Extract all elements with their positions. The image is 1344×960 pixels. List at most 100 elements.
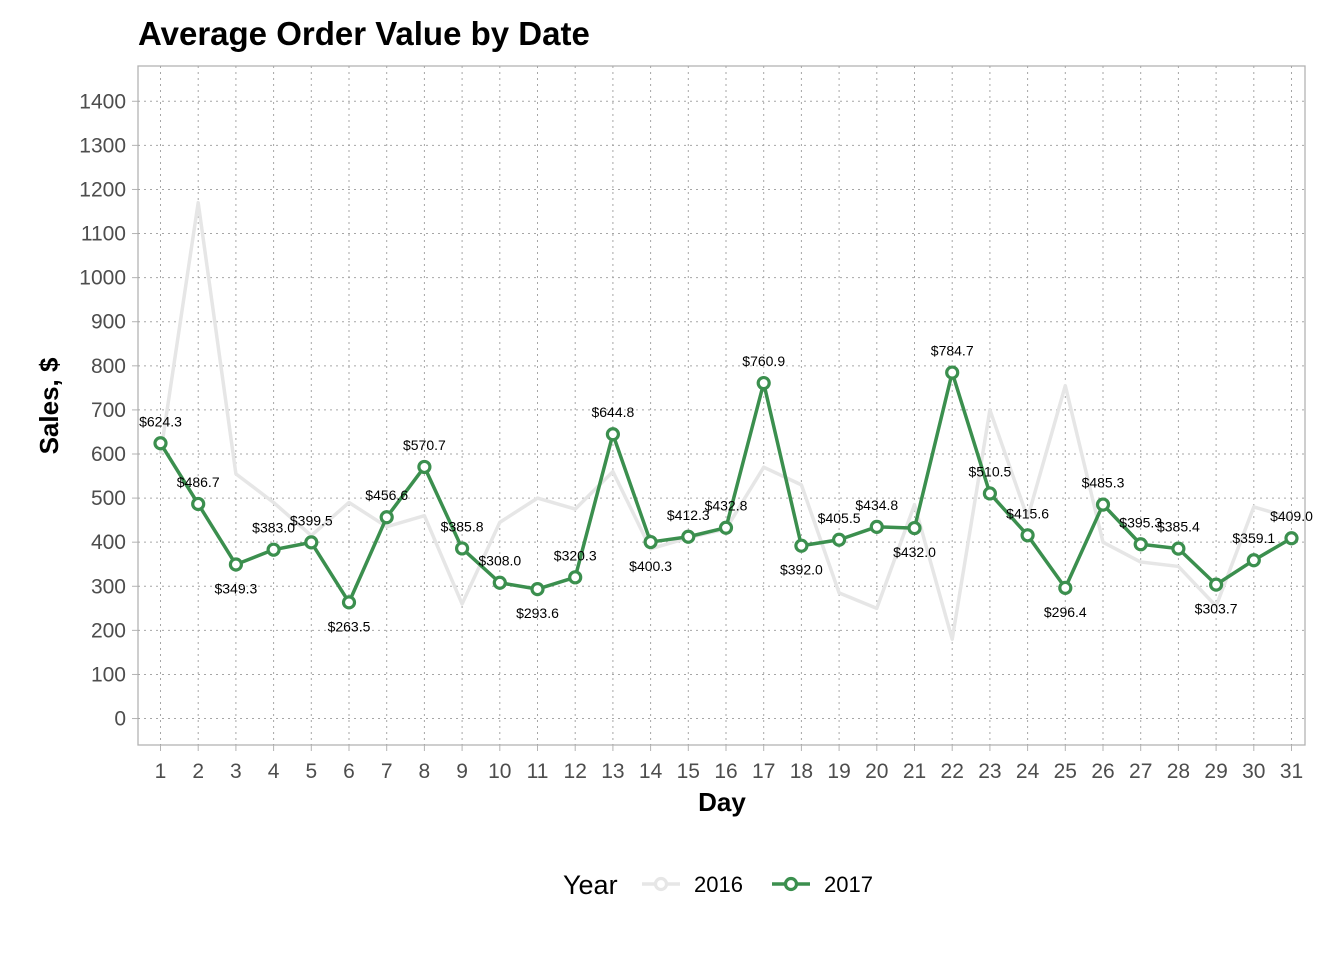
x-tick-label: 16 (714, 760, 737, 783)
data-label: $400.3 (629, 558, 672, 574)
x-tick-label: 13 (601, 760, 624, 783)
x-tick-label: 18 (790, 760, 813, 783)
plot-panel-border (137, 65, 1306, 746)
data-label: $263.5 (328, 618, 371, 634)
x-tick-label: 31 (1280, 760, 1303, 783)
x-tick-label: 7 (381, 760, 393, 783)
x-tick-label: 25 (1054, 760, 1077, 783)
y-tick-label: 1300 (79, 134, 126, 157)
data-point (831, 532, 847, 547)
data-point (341, 595, 357, 610)
data-point (455, 541, 470, 556)
data-label: $385.8 (441, 518, 484, 534)
x-tick-label: 15 (677, 760, 700, 783)
x-axis-title: Day (698, 787, 746, 817)
x-tick-label: 21 (903, 760, 926, 783)
data-point (191, 496, 206, 512)
data-point (907, 520, 922, 536)
data-point (1095, 497, 1111, 512)
x-tick-label: 14 (639, 760, 663, 783)
y-tick-label: 800 (91, 355, 126, 378)
y-axis-ticks: 0 100 200 300 400 500 600 700 800 900 1000 1100 1200… (79, 90, 138, 731)
data-point (153, 436, 168, 451)
x-tick-label: 28 (1167, 760, 1190, 783)
data-point (266, 542, 281, 557)
data-point (1020, 528, 1035, 543)
data-label: $303.7 (1195, 601, 1238, 617)
data-label: $784.7 (931, 343, 974, 359)
x-tick-label: 3 (230, 760, 242, 783)
y-tick-label: 900 (91, 311, 126, 334)
x-tick-label: 19 (827, 760, 850, 783)
data-point (945, 365, 960, 380)
y-tick-label: 0 (114, 708, 126, 731)
x-tick-label: 30 (1242, 760, 1265, 783)
x-tick-label: 2 (192, 760, 204, 783)
data-point (1058, 580, 1073, 595)
data-labels: $624.3 $486.7 $349.3 $383.0$399.5 $263.5 $456… (139, 343, 1313, 635)
x-tick-label: 6 (343, 760, 355, 783)
data-label: $485.3 (1082, 475, 1125, 491)
y-tick-label: 300 (91, 575, 126, 598)
x-tick-label: 5 (305, 760, 317, 783)
x-tick-label: 10 (488, 760, 511, 783)
data-point (605, 427, 621, 442)
data-label: $296.4 (1044, 604, 1087, 620)
data-label: $409.0 (1270, 508, 1313, 524)
x-tick-label: 26 (1091, 760, 1114, 783)
data-label: $570.7 (403, 437, 446, 453)
data-point (718, 520, 734, 535)
data-label: $405.5 (818, 510, 861, 526)
data-label: $510.5 (968, 463, 1011, 479)
data-point (417, 459, 432, 475)
data-label: $399.5 (290, 512, 333, 528)
data-point (756, 375, 771, 391)
data-label: $412.3 (667, 507, 710, 523)
data-label: $434.8 (855, 497, 898, 513)
data-label: $760.9 (742, 353, 785, 369)
x-tick-label: 9 (456, 760, 468, 783)
legend-label-2016: 2016 (694, 872, 743, 897)
legend-key-marker-2017 (783, 876, 799, 892)
legend-label-2017: 2017 (824, 872, 873, 897)
x-tick-label: 8 (419, 760, 431, 783)
data-label: $644.8 (591, 404, 634, 420)
x-tick-label: 23 (978, 760, 1001, 783)
data-point (1208, 577, 1224, 592)
y-tick-label: 600 (91, 443, 126, 466)
data-point (304, 535, 319, 550)
data-label: $349.3 (214, 581, 257, 597)
y-tick-label: 700 (91, 399, 126, 422)
x-tick-label: 27 (1129, 760, 1152, 783)
data-label: $415.6 (1006, 505, 1049, 521)
y-tick-label: 1200 (79, 178, 126, 201)
grid (137, 65, 1306, 746)
y-tick-label: 500 (91, 487, 126, 510)
data-label: $320.3 (554, 547, 597, 563)
data-label: $432.8 (705, 498, 748, 514)
legend-title: Year (563, 870, 618, 900)
data-label: $432.0 (893, 544, 936, 560)
x-tick-label: 20 (865, 760, 888, 783)
data-label: $385.4 (1157, 519, 1200, 535)
data-label: $395.3 (1119, 514, 1162, 530)
data-point (530, 581, 545, 597)
data-point (568, 570, 583, 585)
data-point (681, 529, 696, 544)
x-axis-ticks: 1 2 3 4 5 6 7 8 9 10 11 12 13 14 15 16 17 18 19 20 21 22 23 24 2… (155, 745, 1303, 783)
y-axis-title: Sales, $ (34, 357, 64, 454)
data-point (794, 538, 809, 553)
y-tick-label: 1400 (79, 90, 126, 113)
chart-title: Average Order Value by Date (138, 15, 590, 52)
data-point (982, 486, 998, 501)
x-tick-label: 11 (527, 760, 549, 783)
data-label: $293.6 (516, 605, 559, 621)
y-tick-label: 1000 (79, 267, 126, 290)
data-point (1284, 531, 1299, 546)
data-point (1246, 553, 1261, 568)
data-label: $359.1 (1232, 530, 1275, 546)
data-label: $383.0 (252, 520, 295, 536)
x-tick-label: 29 (1204, 760, 1227, 783)
x-tick-label: 17 (752, 760, 775, 783)
data-point (228, 557, 243, 572)
